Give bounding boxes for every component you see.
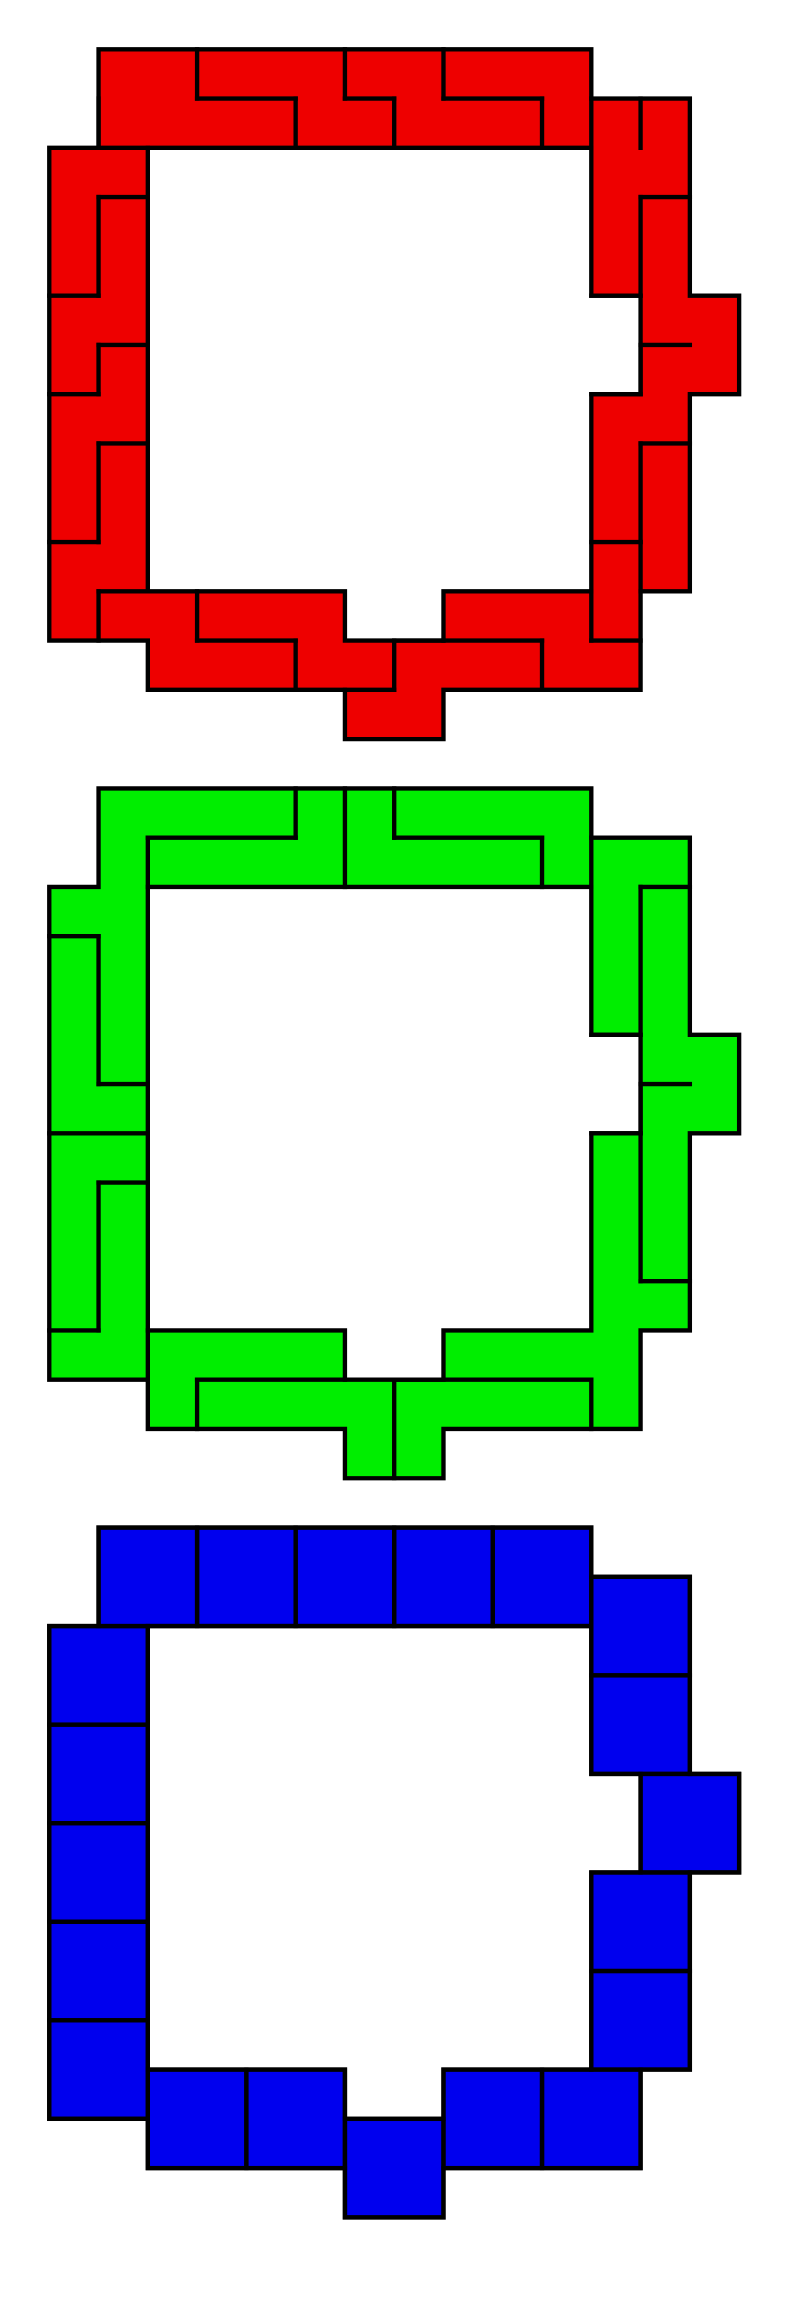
region-outline (47, 1525, 742, 2220)
tiling-figure (47, 786, 742, 1481)
region-outline (47, 47, 742, 742)
tiling-figure (47, 1525, 742, 2220)
tiling-figure (47, 47, 742, 742)
region-outline (47, 786, 742, 1481)
